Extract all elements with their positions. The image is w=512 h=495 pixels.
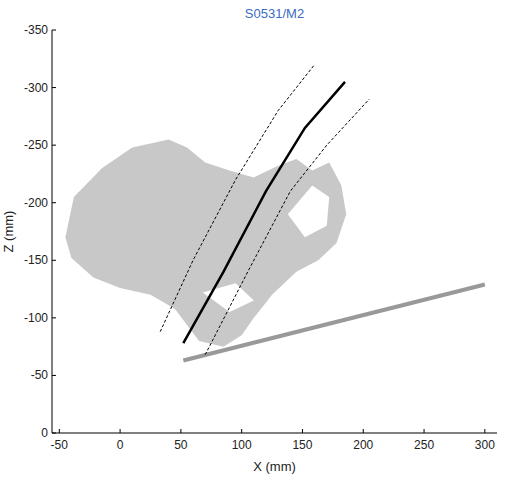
x-tick [120, 429, 121, 433]
x-tick [302, 429, 303, 433]
x-tick-label: 50 [174, 438, 188, 452]
x-tick [424, 429, 425, 433]
x-tick-label: 100 [232, 438, 252, 452]
x-axis-title: X (mm) [253, 459, 296, 474]
x-tick-label: 200 [353, 438, 373, 452]
y-axis-title: Z (mm) [1, 211, 16, 253]
y-tick [52, 145, 56, 146]
x-tick [363, 429, 364, 433]
y-tick [52, 260, 56, 261]
x-tick [241, 429, 242, 433]
x-axis [52, 433, 497, 434]
dashed-line [205, 99, 369, 355]
chart: -500501001502002503000-50-100-150-200-25… [0, 0, 512, 495]
shape-area [65, 139, 346, 346]
x-tick-label: -50 [51, 438, 69, 452]
x-tick-label: 150 [292, 438, 312, 452]
y-axis [52, 30, 53, 433]
y-tick [52, 87, 56, 88]
y-tick-label: -50 [31, 368, 49, 382]
plot-area [65, 65, 484, 361]
solid-line [183, 82, 345, 343]
x-tick-label: 250 [414, 438, 434, 452]
y-tick-label: -200 [24, 196, 48, 210]
title: S0531/M2 [245, 6, 304, 21]
x-tick-label: 300 [475, 438, 495, 452]
y-tick-label: 0 [41, 426, 48, 440]
x-tick-label: 0 [117, 438, 124, 452]
solid-line [183, 284, 485, 360]
x-tick [484, 429, 485, 433]
y-tick [52, 317, 56, 318]
y-tick-label: -150 [24, 253, 48, 267]
x-tick [59, 429, 60, 433]
y-tick-label: -100 [24, 311, 48, 325]
y-tick [52, 202, 56, 203]
y-tick-label: -250 [24, 138, 48, 152]
y-tick [52, 375, 56, 376]
y-tick [52, 30, 56, 31]
y-tick-label: -300 [24, 81, 48, 95]
x-tick [180, 429, 181, 433]
y-tick-label: -350 [24, 23, 48, 37]
y-tick [52, 433, 56, 434]
